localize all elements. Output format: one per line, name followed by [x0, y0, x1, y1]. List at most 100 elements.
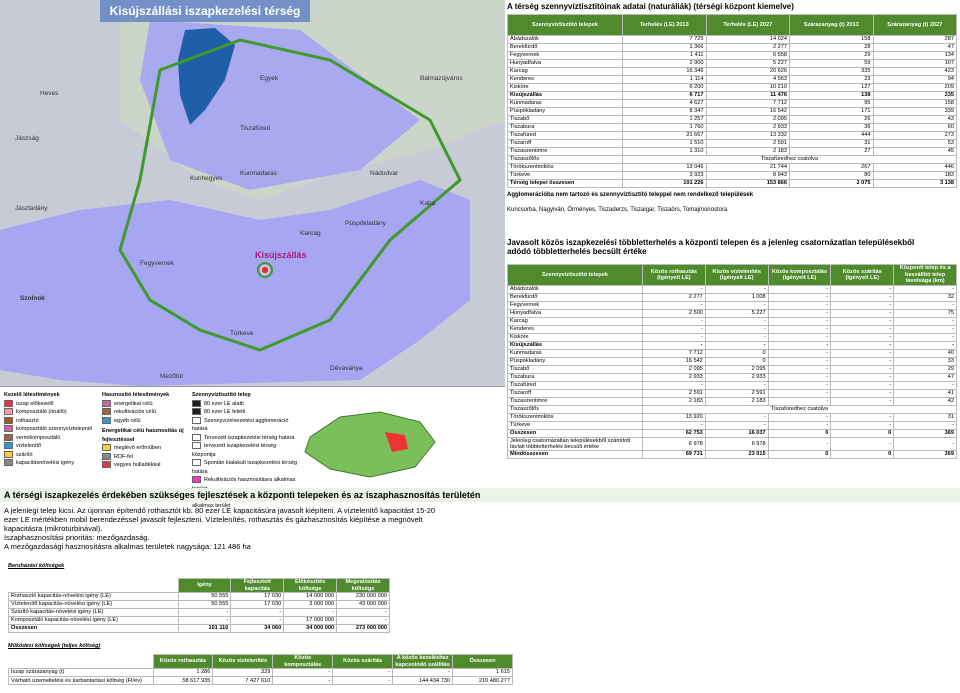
row: Összesen 62 753 16 037 0 0 369: [507, 429, 957, 438]
row: Szárító kapacitás-növelési igény (LE) - - -…: [8, 608, 390, 617]
cell: Kunmadaras: [507, 99, 623, 108]
cell: 31: [789, 139, 874, 148]
paragraph: Iszaphasznosítási prioritás: mezőgazdasá…: [4, 533, 150, 542]
legend-item: 80 ezer LE feletti: [192, 408, 297, 417]
legend-label: kapacitásnövelési igény: [16, 460, 75, 466]
cell: 1 257: [622, 115, 707, 124]
cell: 0: [767, 450, 832, 459]
cell: 62 753: [642, 429, 706, 438]
cell: -: [830, 373, 895, 382]
table2-title: Javasolt közös iszapkezelési többletterh…: [507, 238, 915, 256]
cell: -: [336, 616, 390, 625]
cell: -: [272, 668, 334, 677]
cell: 6 717: [622, 91, 707, 100]
cell: Jelenleg csatornázatlan településekből s…: [507, 437, 643, 451]
paragraph: A mezőgazdasági hasznosításra alkalmas t…: [4, 542, 251, 551]
cell: Szárító kapacitás-növelési igény (LE): [8, 608, 179, 617]
operation-title: Működési költségek (teljes költség): [8, 643, 101, 649]
cell: -: [830, 349, 895, 358]
cell: Püspökladány: [507, 357, 643, 366]
cell: 3 000 000: [283, 600, 338, 609]
legend-group: Energetikai célú hasznosítás új fejleszt…: [102, 427, 207, 470]
agglomeration-title: Agglomerációba nem tartozó és szennyvízt…: [507, 192, 754, 198]
cell: 7 427 610: [212, 676, 274, 685]
cell: -: [704, 317, 769, 326]
cell: -: [893, 333, 957, 342]
cell: 80: [789, 171, 874, 180]
cell: -: [767, 421, 832, 430]
cell: -: [704, 301, 769, 310]
row: Tiszabura 2 933 2 933- -47: [507, 373, 957, 382]
legend-item: Tervezett iszapkezelési térség határa: [192, 433, 297, 443]
cell: Tiszabura: [507, 373, 643, 382]
legend-label: iszap előkezelő: [16, 400, 54, 407]
header-cell: Közös rothasztás (Igényelt LE): [642, 264, 706, 286]
cell: -: [767, 397, 832, 406]
place-label: Heves: [40, 90, 59, 97]
cell: 17 000 000: [283, 616, 338, 625]
cell: Fegyvernek: [507, 301, 643, 310]
cell: 1 008: [704, 293, 769, 302]
legend-swatch: [102, 399, 111, 407]
header-cell: [8, 578, 178, 593]
cell: Kunmadaras: [507, 349, 643, 358]
row: Jelenleg csatornázatlan településekből s…: [507, 437, 957, 451]
row: Rothasztó kapacitás-növelési igény (LE) 5…: [8, 592, 390, 601]
row: Abádszalók - - - - -: [507, 285, 957, 294]
cell: 21 667: [622, 131, 707, 140]
cell: 127: [789, 83, 874, 92]
cell: 6 978: [642, 437, 706, 451]
header-cell: Összesen: [452, 654, 513, 669]
cell: -: [830, 357, 895, 366]
legend-label: vermikomposztáló: [16, 434, 61, 441]
cell: Túrkeve: [507, 421, 643, 430]
header-cell: Közös víztelenítés (Igényelt LE): [704, 264, 769, 286]
row: Püspökladány 8 347 16 542 171 339: [507, 107, 957, 116]
cell: -: [830, 389, 895, 398]
table1-title: A térség szennyvíztisztítóinak adatai (n…: [507, 2, 794, 11]
cell: Kisújszállás: [507, 91, 623, 100]
cell: 138: [789, 91, 874, 100]
cell: 2 095: [642, 365, 706, 374]
cell: -: [392, 668, 454, 677]
cell: -: [767, 309, 832, 318]
cell: 183: [872, 171, 957, 180]
legend-item: rekultivációs célú: [102, 408, 207, 417]
header-cell: Szárazanyag (t) 2027: [872, 14, 957, 36]
cell: Tiszafüred: [507, 131, 623, 140]
cell: -: [767, 317, 832, 326]
cell: -: [830, 285, 895, 294]
cell: Mindösszesen: [507, 450, 643, 459]
row: Karcag - - - - -: [507, 317, 957, 326]
legend-swatch: [4, 450, 13, 458]
header-cell: Közös víztelenítés: [212, 654, 274, 669]
region-highlight: [385, 432, 408, 452]
row: Tiszabő 2 095 2 095- -29: [507, 365, 957, 374]
legend-swatch: [102, 461, 111, 469]
cell: Tiszabő: [507, 115, 623, 124]
legend-item: tervezett iszapkezelési térség központja: [192, 442, 297, 459]
cell: 2 183: [642, 397, 706, 406]
cell: Kenderes: [507, 75, 623, 84]
cell: 43: [872, 115, 957, 124]
cell: -: [177, 616, 232, 625]
cell: Komposztáló kapacitás-növelési igény (LE…: [8, 616, 179, 625]
hungary: [304, 411, 436, 478]
cell: Várható üzemeltetési és karbantartási kö…: [8, 676, 154, 685]
cell: 33: [893, 357, 957, 366]
legend-swatch: [4, 442, 13, 450]
legend-swatch: [102, 416, 111, 424]
cell: 10 210: [705, 83, 790, 92]
paragraph: A jelenlegi telep kicsi. Az újonnan épít…: [4, 506, 436, 533]
cell: -: [830, 317, 895, 326]
legend-item: komposztáló (önálló): [4, 408, 109, 417]
cell: 235: [872, 91, 957, 100]
cell: -: [893, 325, 957, 334]
map-title: Kisújszállási iszapkezelési térség: [110, 4, 301, 18]
cell: Törökszentmiklós: [507, 413, 643, 422]
cell: -: [767, 373, 832, 382]
legend-group: Hasznosító létesítmények energetikai célú…: [102, 391, 207, 425]
cell: Tiszabő: [507, 365, 643, 374]
legend-title: Szennyvíztisztító telep: [192, 392, 251, 398]
cell: 1 114: [622, 75, 707, 84]
